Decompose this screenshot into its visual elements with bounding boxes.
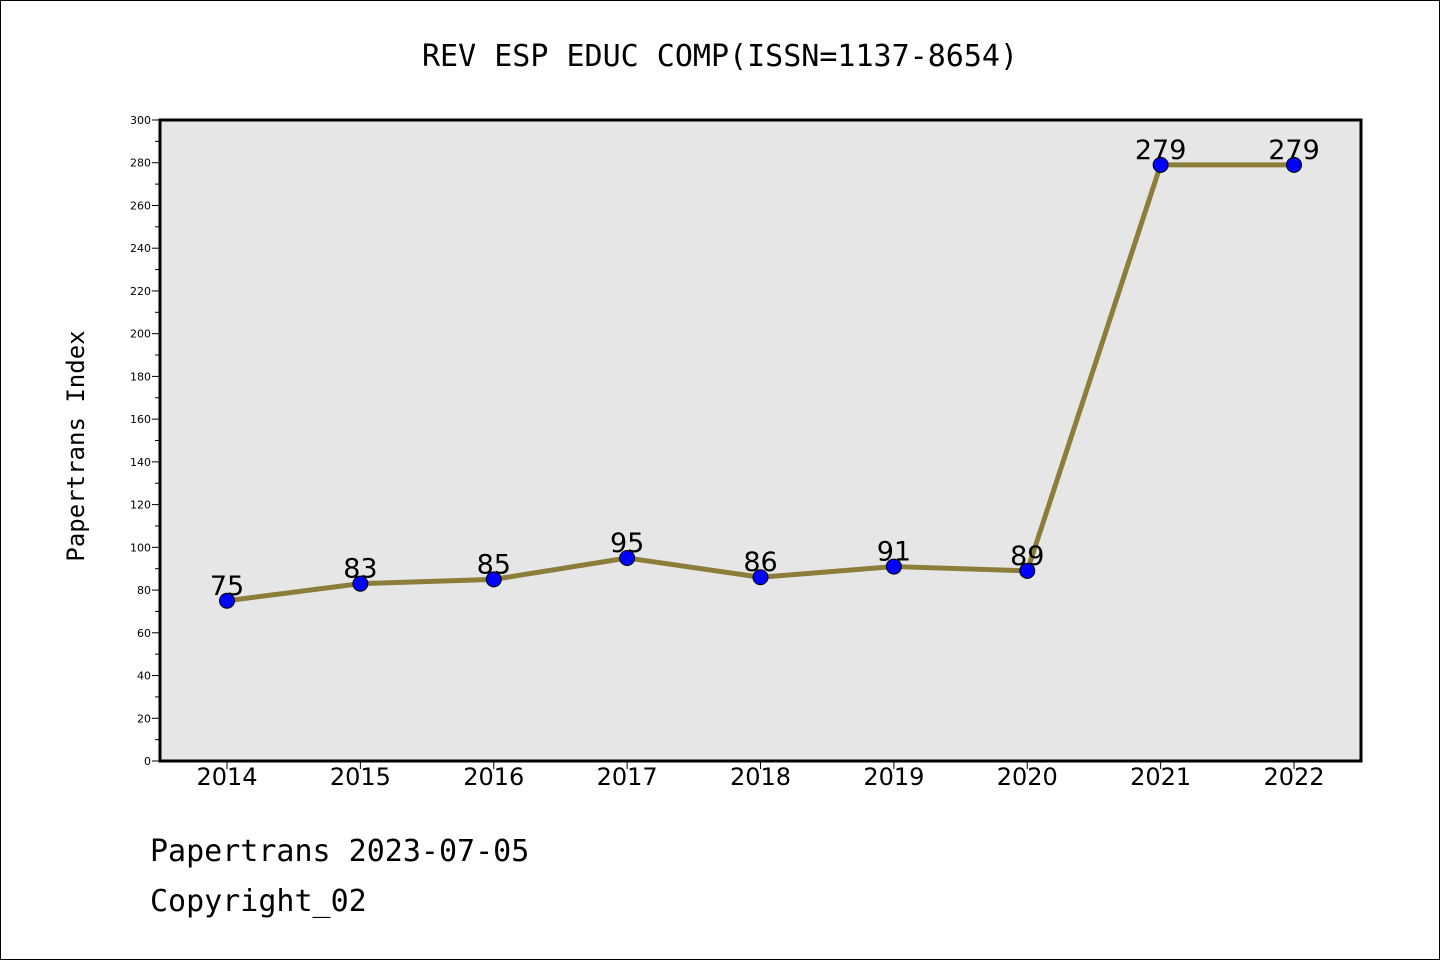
chart-title: REV ESP EDUC COMP(ISSN=1137-8654) xyxy=(422,39,1018,74)
data-label: 75 xyxy=(210,571,244,602)
footer-date-line: Papertrans 2023-07-05 xyxy=(150,834,530,869)
y-tick-label: 40 xyxy=(137,670,151,683)
plot-area xyxy=(158,118,1363,763)
y-tick-label: 0 xyxy=(144,755,151,768)
data-point xyxy=(1152,156,1169,173)
x-tick-label: 2016 xyxy=(463,763,524,791)
series-group: 75 83 85 95 86 91 89 279 279 xyxy=(210,135,1320,609)
data-point xyxy=(1286,156,1302,173)
data-label: 83 xyxy=(343,554,377,585)
x-tick-label: 2014 xyxy=(196,763,257,791)
y-tick-label: 160 xyxy=(130,413,151,426)
data-label: 279 xyxy=(1268,135,1320,166)
data-point xyxy=(619,550,636,567)
x-tick-label: 2020 xyxy=(997,763,1058,791)
y-axis: 0 20 40 60 80 100 120 140 160 180 200 220 240 260 280 3… xyxy=(130,114,160,768)
y-tick-label: 100 xyxy=(130,541,151,554)
y-tick-label: 200 xyxy=(130,328,151,341)
data-label: 279 xyxy=(1135,135,1187,166)
data-point xyxy=(1019,562,1036,579)
x-axis: 2014 2015 2016 2017 2018 2019 2020 2021 2022 xyxy=(196,761,1325,791)
data-point xyxy=(752,569,769,586)
x-tick-label: 2022 xyxy=(1263,763,1324,791)
y-tick-label: 240 xyxy=(130,242,151,255)
y-tick-label: 180 xyxy=(130,370,151,383)
data-label: 89 xyxy=(1010,541,1044,572)
data-label: 86 xyxy=(743,547,777,578)
x-tick-label: 2015 xyxy=(330,763,391,791)
y-tick-label: 20 xyxy=(137,712,151,725)
y-tick-label: 60 xyxy=(137,627,151,640)
data-point xyxy=(219,592,235,609)
x-tick-label: 2021 xyxy=(1130,763,1191,791)
y-tick-label: 120 xyxy=(130,499,151,512)
y-tick-label: 300 xyxy=(130,114,151,127)
data-point xyxy=(885,558,902,575)
y-tick-label: 280 xyxy=(130,157,151,170)
y-tick-label: 260 xyxy=(130,199,151,212)
data-label: 85 xyxy=(477,549,511,580)
data-point xyxy=(352,575,369,592)
data-label: 91 xyxy=(877,537,911,568)
x-tick-label: 2019 xyxy=(863,763,924,791)
y-tick-label: 80 xyxy=(137,584,151,597)
footer-copyright: Copyright_02 xyxy=(150,884,367,919)
y-axis-label: Papertrans Index xyxy=(62,330,90,561)
data-point xyxy=(485,571,502,588)
y-tick-label: 220 xyxy=(130,285,151,298)
data-label: 95 xyxy=(610,528,644,559)
x-tick-label: 2018 xyxy=(730,763,791,791)
x-tick-label: 2017 xyxy=(597,763,658,791)
y-tick-label: 140 xyxy=(130,456,151,469)
